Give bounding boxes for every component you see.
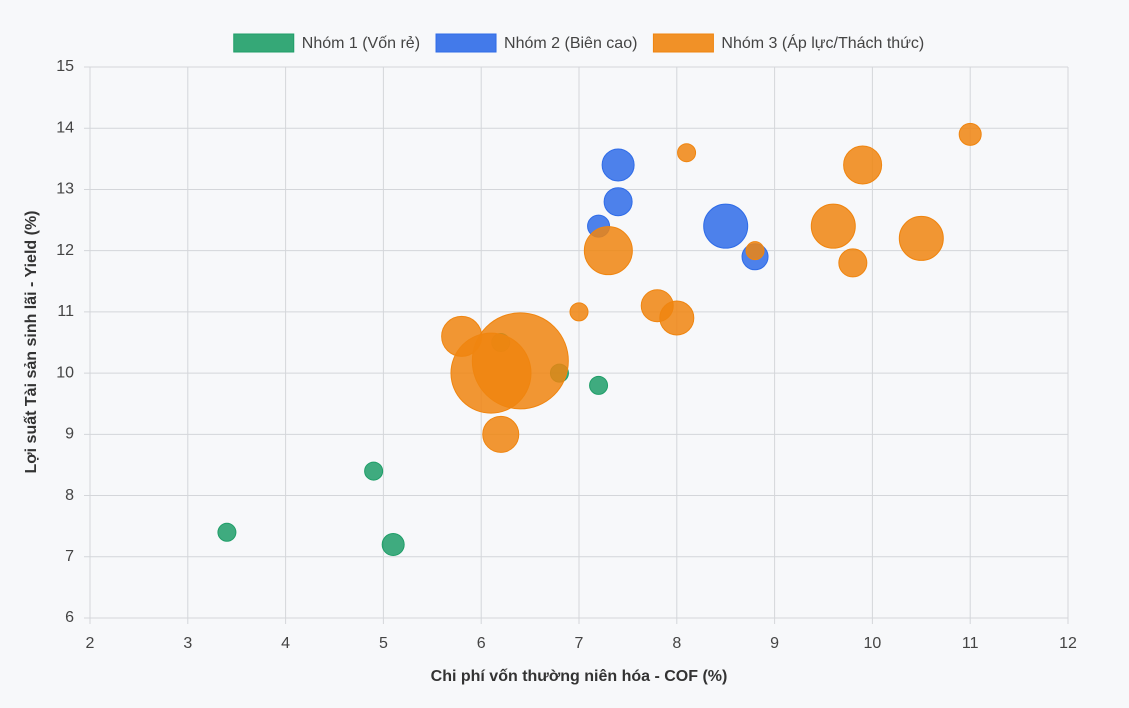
legend-item: Nhóm 3 (Áp lực/Thách thức) xyxy=(652,33,924,53)
legend-swatch xyxy=(435,33,497,53)
x-tick-label: 3 xyxy=(183,635,192,652)
bubble xyxy=(843,145,883,185)
y-tick-label: 12 xyxy=(56,242,74,259)
bubble xyxy=(898,215,944,261)
bubble xyxy=(838,248,868,278)
x-tick-label: 6 xyxy=(477,635,486,652)
bubble xyxy=(659,300,695,336)
y-tick-label: 15 xyxy=(56,58,74,75)
x-tick-label: 2 xyxy=(86,635,95,652)
bubble xyxy=(583,226,633,276)
bubble xyxy=(703,203,749,249)
y-tick-label: 10 xyxy=(56,364,74,381)
legend-label: Nhóm 3 (Áp lực/Thách thức) xyxy=(721,33,924,52)
x-tick-label: 4 xyxy=(281,635,290,652)
bubble xyxy=(601,148,635,182)
y-tick-label: 14 xyxy=(56,119,74,136)
plot-area xyxy=(84,66,1069,624)
x-tick-label: 10 xyxy=(864,635,882,652)
x-tick-label: 7 xyxy=(575,635,584,652)
legend-label: Nhóm 2 (Biên cao) xyxy=(504,35,637,52)
bubble xyxy=(441,315,483,357)
series xyxy=(441,122,982,453)
bubble xyxy=(589,375,609,395)
bubble xyxy=(569,302,589,322)
legend-label: Nhóm 1 (Vốn rẻ) xyxy=(302,35,420,52)
bubble xyxy=(810,203,856,249)
y-tick-label: 8 xyxy=(65,487,74,504)
x-tick-label: 5 xyxy=(379,635,388,652)
legend-swatch xyxy=(652,33,714,53)
y-tick-label: 7 xyxy=(65,548,74,565)
legend: Nhóm 1 (Vốn rẻ) Nhóm 2 (Biên cao) Nhóm 3 (… xyxy=(233,33,924,53)
legend-swatch xyxy=(233,33,295,53)
bubble xyxy=(958,122,982,146)
y-axis-title: Lợi suất Tài sản sinh lãi - Yield (%) xyxy=(23,211,40,474)
y-tick-label: 13 xyxy=(56,181,74,198)
series xyxy=(587,148,769,271)
bubble xyxy=(217,522,237,542)
x-tick-label: 8 xyxy=(672,635,681,652)
y-tick-label: 9 xyxy=(65,426,74,443)
bubble xyxy=(677,143,697,163)
bubble xyxy=(482,415,520,453)
x-tick-label: 11 xyxy=(962,635,979,652)
bubble xyxy=(745,241,765,261)
legend-item: Nhóm 2 (Biên cao) xyxy=(435,33,637,53)
bubble xyxy=(603,187,633,217)
y-tick-label: 6 xyxy=(65,609,74,626)
legend-item: Nhóm 1 (Vốn rẻ) xyxy=(233,33,420,53)
bubble xyxy=(381,533,405,557)
bubble xyxy=(364,461,384,481)
x-tick-label: 12 xyxy=(1059,635,1077,652)
y-tick-label: 11 xyxy=(57,303,74,320)
x-axis-title: Chi phí vốn thường niên hóa - COF (%) xyxy=(431,668,728,685)
x-tick-label: 9 xyxy=(770,635,779,652)
